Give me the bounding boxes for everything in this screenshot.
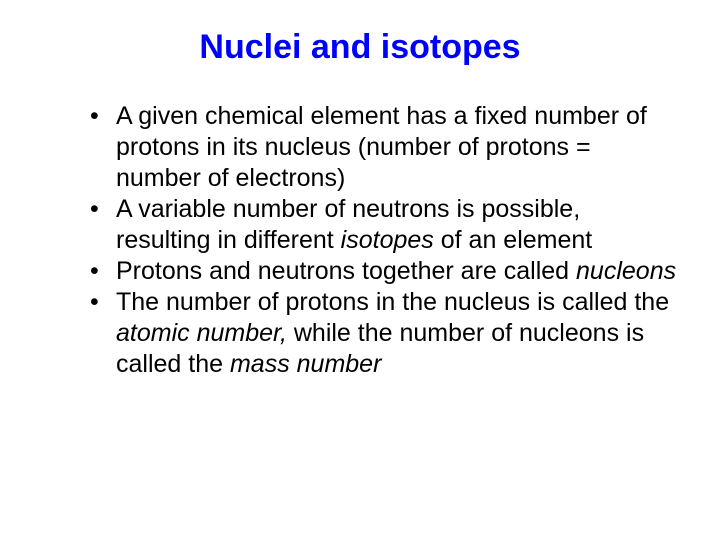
bullet-text: The number of protons in the nucleus is …: [116, 288, 669, 316]
bullet-item: A variable number of neutrons is possibl…: [90, 194, 680, 256]
bullet-item: A given chemical element has a fixed num…: [90, 101, 680, 194]
bullet-text: of an element: [434, 226, 592, 254]
bullet-text: A given chemical element has a fixed num…: [116, 102, 647, 192]
bullet-list: A given chemical element has a fixed num…: [40, 101, 680, 380]
bullet-text: atomic number,: [116, 319, 287, 347]
bullet-text: isotopes: [341, 226, 434, 254]
bullet-text: mass number: [230, 350, 381, 378]
bullet-text: Protons and neutrons together are called: [116, 257, 576, 285]
slide: Nuclei and isotopes A given chemical ele…: [0, 0, 720, 540]
slide-title: Nuclei and isotopes: [40, 28, 680, 67]
bullet-item: The number of protons in the nucleus is …: [90, 287, 680, 380]
bullet-item: Protons and neutrons together are called…: [90, 256, 680, 287]
bullet-text: nucleons: [576, 257, 676, 285]
